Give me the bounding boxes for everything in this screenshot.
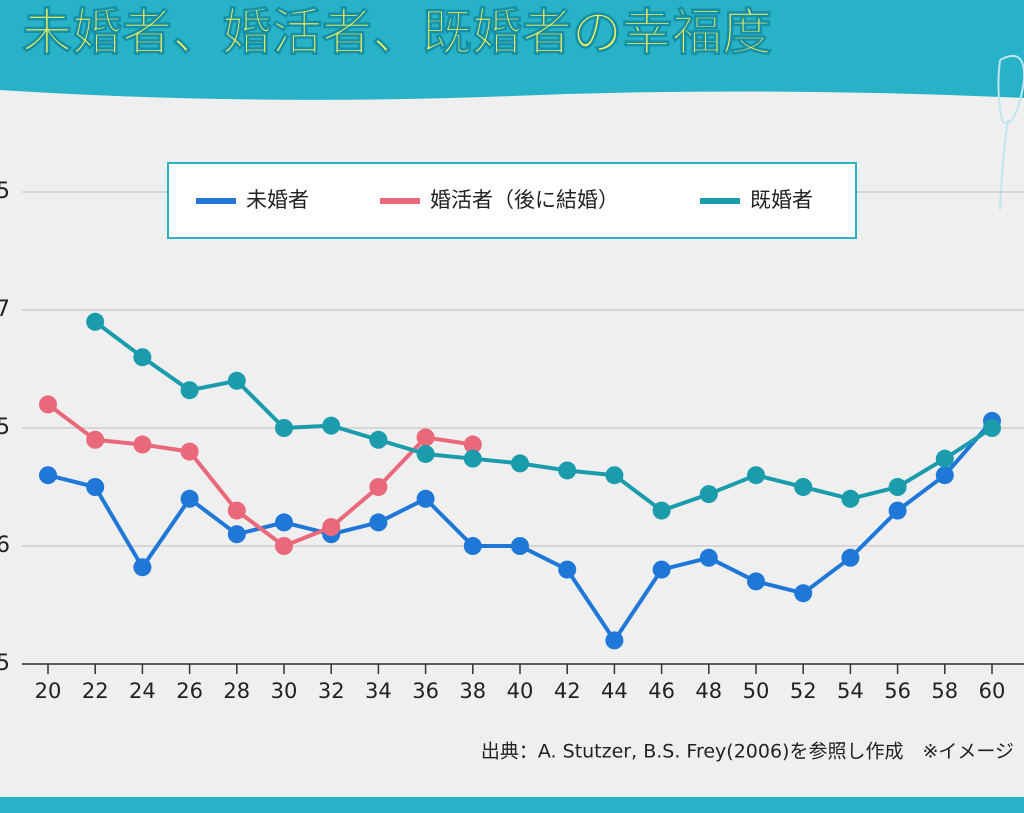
data-point [275, 513, 293, 532]
data-point [180, 381, 199, 400]
data-point [699, 548, 718, 567]
x-tick-label: 28 [223, 679, 250, 703]
data-point [133, 348, 152, 367]
data-point [463, 435, 482, 454]
data-point [86, 478, 105, 496]
data-point [605, 631, 624, 650]
data-point [747, 572, 765, 591]
legend-box [167, 162, 857, 239]
footer-bar [0, 797, 1024, 813]
series-line [46, 402, 474, 548]
x-tick-label: 40 [507, 679, 534, 703]
data-point [652, 501, 671, 520]
data-point [180, 442, 199, 461]
x-tick-label: 44 [601, 679, 628, 703]
x-tick-label: 26 [176, 679, 203, 703]
data-point [369, 430, 388, 449]
data-point [794, 478, 813, 496]
data-point [983, 419, 1001, 437]
x-tick-label: 20 [35, 679, 62, 703]
y-tick-label: 5.5 [0, 651, 10, 676]
data-point [369, 513, 388, 532]
y-tick-label: 6.5 [0, 415, 10, 440]
data-point [133, 558, 152, 577]
x-tick-label: 38 [459, 679, 486, 703]
data-point [39, 395, 57, 414]
legend-label: 既婚者 [750, 188, 813, 212]
x-tick-label: 24 [129, 679, 156, 703]
data-point [652, 560, 671, 579]
x-tick-label: 52 [790, 679, 817, 703]
data-point [558, 461, 577, 480]
data-point [275, 537, 293, 555]
x-tick-label: 32 [318, 679, 345, 703]
data-point [275, 419, 293, 437]
data-point [416, 428, 435, 447]
x-tick-label: 48 [695, 679, 722, 703]
x-tick-label: 60 [979, 679, 1006, 703]
data-point [511, 454, 529, 473]
data-point [511, 537, 529, 555]
source-note: 出典：A. Stutzer, B.S. Frey(2006)を参照し作成 ※イメ… [481, 741, 1014, 763]
data-point [935, 449, 954, 468]
balloon-deco [997, 55, 1024, 211]
title-banner [0, 0, 1024, 100]
data-point [747, 466, 765, 485]
data-point [133, 435, 152, 454]
x-tick-label: 54 [837, 679, 864, 703]
y-tick-label: 6 [0, 533, 10, 558]
data-point [841, 548, 860, 567]
x-tick-label: 30 [271, 679, 298, 703]
data-point [227, 501, 246, 520]
data-point [699, 485, 718, 504]
data-point [841, 489, 860, 508]
x-tick-label: 50 [743, 679, 770, 703]
legend-label: 婚活者（後に結婚） [430, 188, 619, 212]
data-point [794, 584, 813, 603]
data-point [322, 518, 341, 537]
chart-title: 未婚者、婚活者、既婚者の幸福度 [22, 4, 772, 62]
data-point [180, 489, 199, 508]
data-point [227, 371, 246, 390]
x-tick-label: 56 [884, 679, 911, 703]
data-point [416, 489, 435, 508]
legend: 未婚者 婚活者（後に結婚） 既婚者 [196, 188, 813, 212]
x-tick-label: 46 [648, 679, 675, 703]
data-point [86, 430, 105, 449]
legend-label: 未婚者 [246, 188, 309, 212]
data-point [463, 449, 482, 468]
data-point [322, 416, 341, 435]
data-point [86, 312, 105, 331]
x-tick-label: 58 [931, 679, 958, 703]
data-point [605, 466, 624, 485]
x-tick-label: 42 [554, 679, 581, 703]
data-point [935, 466, 954, 485]
data-point [463, 537, 482, 555]
x-tick-label: 22 [82, 679, 109, 703]
data-point [888, 478, 907, 496]
x-tick-label: 36 [412, 679, 439, 703]
x-tick-label: 34 [365, 679, 392, 703]
y-tick-label: 7.5 [0, 179, 10, 204]
data-point [39, 466, 57, 485]
data-point [888, 501, 907, 520]
data-point [369, 478, 388, 496]
data-point [558, 560, 577, 579]
y-tick-label: 7 [0, 297, 10, 322]
data-point [227, 525, 246, 544]
data-point [416, 444, 435, 463]
